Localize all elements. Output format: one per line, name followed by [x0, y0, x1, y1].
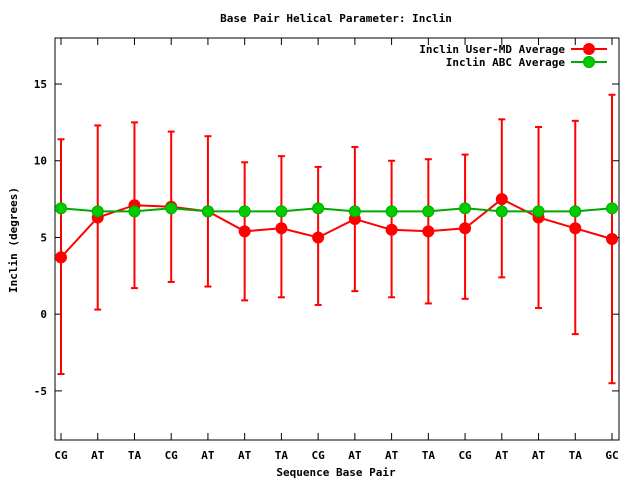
data-point-series-2	[569, 205, 582, 218]
data-point-series-1	[495, 193, 508, 206]
data-point-series-2	[201, 205, 214, 218]
data-point-series-2	[532, 205, 545, 218]
x-tick-label: CG	[312, 449, 326, 462]
y-tick-label: 5	[40, 231, 47, 244]
x-tick-label: GC	[605, 449, 618, 462]
series-lines	[60, 197, 613, 259]
series-line-1	[60, 197, 613, 259]
data-point-series-2	[606, 202, 618, 215]
x-tick-label: AT	[348, 449, 362, 462]
x-tick-label: CG	[165, 449, 179, 462]
chart-title: Base Pair Helical Parameter: Inclin	[220, 12, 452, 25]
data-point-series-1	[606, 233, 618, 245]
x-tick-label: AT	[238, 449, 252, 462]
legend-marker	[583, 43, 595, 55]
x-tick-label: AT	[201, 449, 215, 462]
data-point-series-2	[91, 205, 104, 218]
data-point-series-2	[128, 205, 141, 218]
data-point-series-1	[238, 225, 251, 238]
x-axis: CG AT TA CG AT AT TA CG AT AT TA CG AT AT TA GC	[54, 38, 619, 462]
plot-border	[54, 37, 620, 441]
data-point-series-1	[459, 222, 472, 235]
data-point-series-1	[385, 223, 398, 236]
x-tick-label: AT	[495, 449, 509, 462]
legend-marker	[583, 56, 595, 68]
data-point-series-2	[459, 202, 472, 215]
data-point-series-1	[55, 251, 67, 264]
data-point-series-2	[238, 205, 251, 218]
x-tick-label: AT	[385, 449, 399, 462]
y-axis-label: Inclin (degrees)	[7, 187, 20, 293]
data-point-series-1	[275, 222, 288, 235]
y-axis: 15 10 5 0 -5	[34, 78, 619, 398]
x-tick-label: TA	[569, 449, 583, 462]
x-tick-label: CG	[54, 449, 68, 462]
data-point-series-1	[569, 222, 582, 235]
data-point-series-2	[165, 202, 178, 215]
data-point-series-2	[55, 202, 67, 215]
y-tick-label: 15	[34, 78, 47, 91]
x-tick-label: TA	[128, 449, 142, 462]
x-tick-label: TA	[275, 449, 289, 462]
series-line-2	[60, 207, 613, 213]
data-point-series-2	[385, 205, 398, 218]
x-axis-label: Sequence Base Pair	[276, 466, 396, 479]
y-tick-label: -5	[34, 385, 47, 398]
x-tick-label: AT	[91, 449, 105, 462]
data-point-series-2	[312, 202, 325, 215]
data-point-series-2	[275, 205, 288, 218]
series-markers	[55, 193, 618, 264]
x-tick-label: AT	[532, 449, 546, 462]
x-tick-label: TA	[422, 449, 436, 462]
data-point-series-1	[312, 231, 325, 244]
x-tick-label: CG	[458, 449, 472, 462]
data-point-series-2	[495, 205, 508, 218]
data-point-series-1	[422, 225, 435, 238]
error-bars	[57, 93, 616, 385]
data-point-series-2	[348, 205, 361, 218]
data-point-series-2	[422, 205, 435, 218]
legend-label: Inclin User-MD Average	[419, 43, 565, 56]
y-tick-label: 10	[34, 155, 47, 168]
plot-area	[54, 37, 620, 441]
legend-label: Inclin ABC Average	[446, 56, 566, 69]
y-tick-label: 0	[40, 308, 47, 321]
